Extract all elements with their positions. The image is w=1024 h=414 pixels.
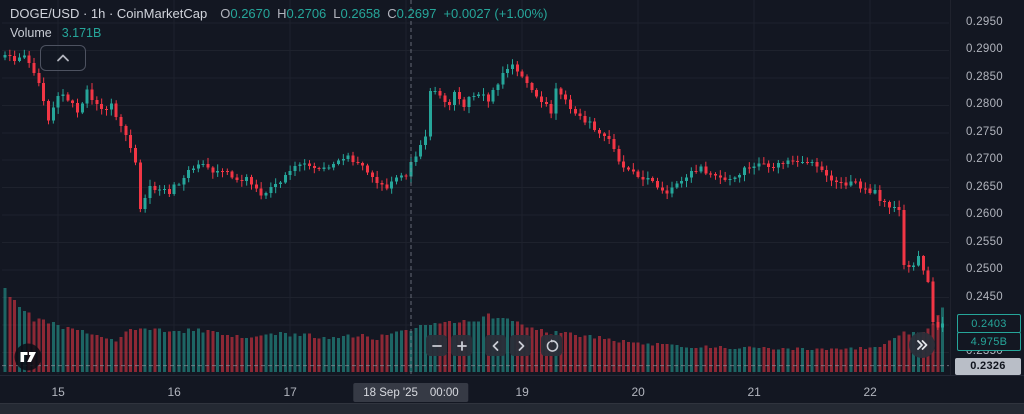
scroll-to-realtime-button[interactable]	[909, 332, 935, 358]
volume-legend: Volume 3.171B	[10, 26, 101, 40]
price-tick-label: 0.2800	[966, 98, 1003, 111]
ohlc-values: O0.2670 H0.2706 L0.2658 C0.2697 +0.0027 …	[220, 6, 547, 21]
chevron-up-icon	[57, 54, 69, 62]
volume-series	[3, 288, 945, 372]
scroll-left-button[interactable]	[485, 335, 506, 356]
scroll-right-button[interactable]	[510, 335, 531, 356]
low-value: 0.2658	[340, 6, 381, 21]
price-tick-label: 0.2850	[966, 70, 1003, 83]
grid-lines	[2, 0, 949, 374]
price-tick-label: 0.2650	[966, 180, 1003, 193]
zoom-out-button[interactable]	[426, 335, 447, 356]
price-tick-label: 0.2600	[966, 208, 1003, 221]
close-value: 0.2697	[396, 6, 437, 21]
crosshair-time-badge: 18 Sep '25 00:00	[353, 383, 469, 402]
open-label: O	[220, 6, 231, 21]
price-tick-label: 0.2500	[966, 263, 1003, 276]
high-label: H	[277, 6, 287, 21]
price-tick-label: 0.2950	[966, 16, 1003, 28]
crosshair-lines	[2, 0, 949, 374]
high-value: 0.2706	[286, 6, 327, 21]
chevron-left-icon	[492, 340, 498, 351]
time-tick-label: 20	[631, 385, 645, 399]
last-volume-badge: 4.975B	[957, 332, 1021, 352]
time-tick-label: 16	[167, 385, 181, 399]
minus-icon	[431, 344, 442, 347]
symbol-legend: DOGE/USD · 1h · CoinMarketCap O0.2670 H0…	[10, 6, 548, 21]
collapse-legend-button[interactable]	[40, 45, 86, 71]
zoom-in-button[interactable]	[451, 335, 472, 356]
price-tick-label: 0.2700	[966, 153, 1003, 166]
tradingview-logo[interactable]	[14, 343, 42, 371]
tradingview-logo-icon	[14, 343, 42, 371]
price-tick-label: 0.2450	[966, 290, 1003, 303]
crosshair-price-badge: 0.2326	[955, 357, 1021, 375]
reset-chart-button[interactable]	[541, 335, 562, 356]
low-label: L	[333, 6, 341, 21]
price-tick-label: 0.2750	[966, 125, 1003, 138]
time-tick-label: 21	[747, 385, 761, 399]
time-tick-label: 19	[515, 385, 529, 399]
reset-icon	[546, 338, 558, 352]
time-tick-label: 22	[863, 385, 877, 399]
open-value: 0.2670	[230, 6, 271, 21]
price-axis[interactable]: 0.2950 0.2900 0.2850 0.2800 0.2750 0.2700 0.26…	[950, 0, 1024, 375]
time-tick-label: 17	[283, 385, 297, 399]
bottom-strip	[0, 403, 1024, 414]
close-label: C	[387, 6, 397, 21]
plus-icon	[456, 340, 467, 351]
crosshair-date: 18 Sep '25	[363, 386, 418, 399]
symbol-title: DOGE/USD · 1h · CoinMarketCap	[10, 6, 208, 21]
candlestick-series	[3, 49, 945, 333]
last-price-badge: 0.2403	[957, 314, 1021, 334]
price-tick-label: 0.2550	[966, 235, 1003, 248]
chevron-right-icon	[518, 340, 524, 351]
time-tick-label: 15	[51, 385, 65, 399]
price-axis-border	[950, 0, 951, 375]
time-axis[interactable]: 15 16 17 19 20 21 22 18 Sep '25 00:00	[0, 375, 1024, 404]
change-value: +0.0027 (+1.00%)	[443, 6, 548, 21]
double-chevron-right-icon	[917, 340, 928, 350]
volume-value: 3.171B	[61, 26, 102, 40]
price-tick-label: 0.2900	[966, 43, 1003, 56]
volume-label: Volume	[10, 26, 52, 40]
crosshair-clock: 00:00	[429, 386, 459, 399]
